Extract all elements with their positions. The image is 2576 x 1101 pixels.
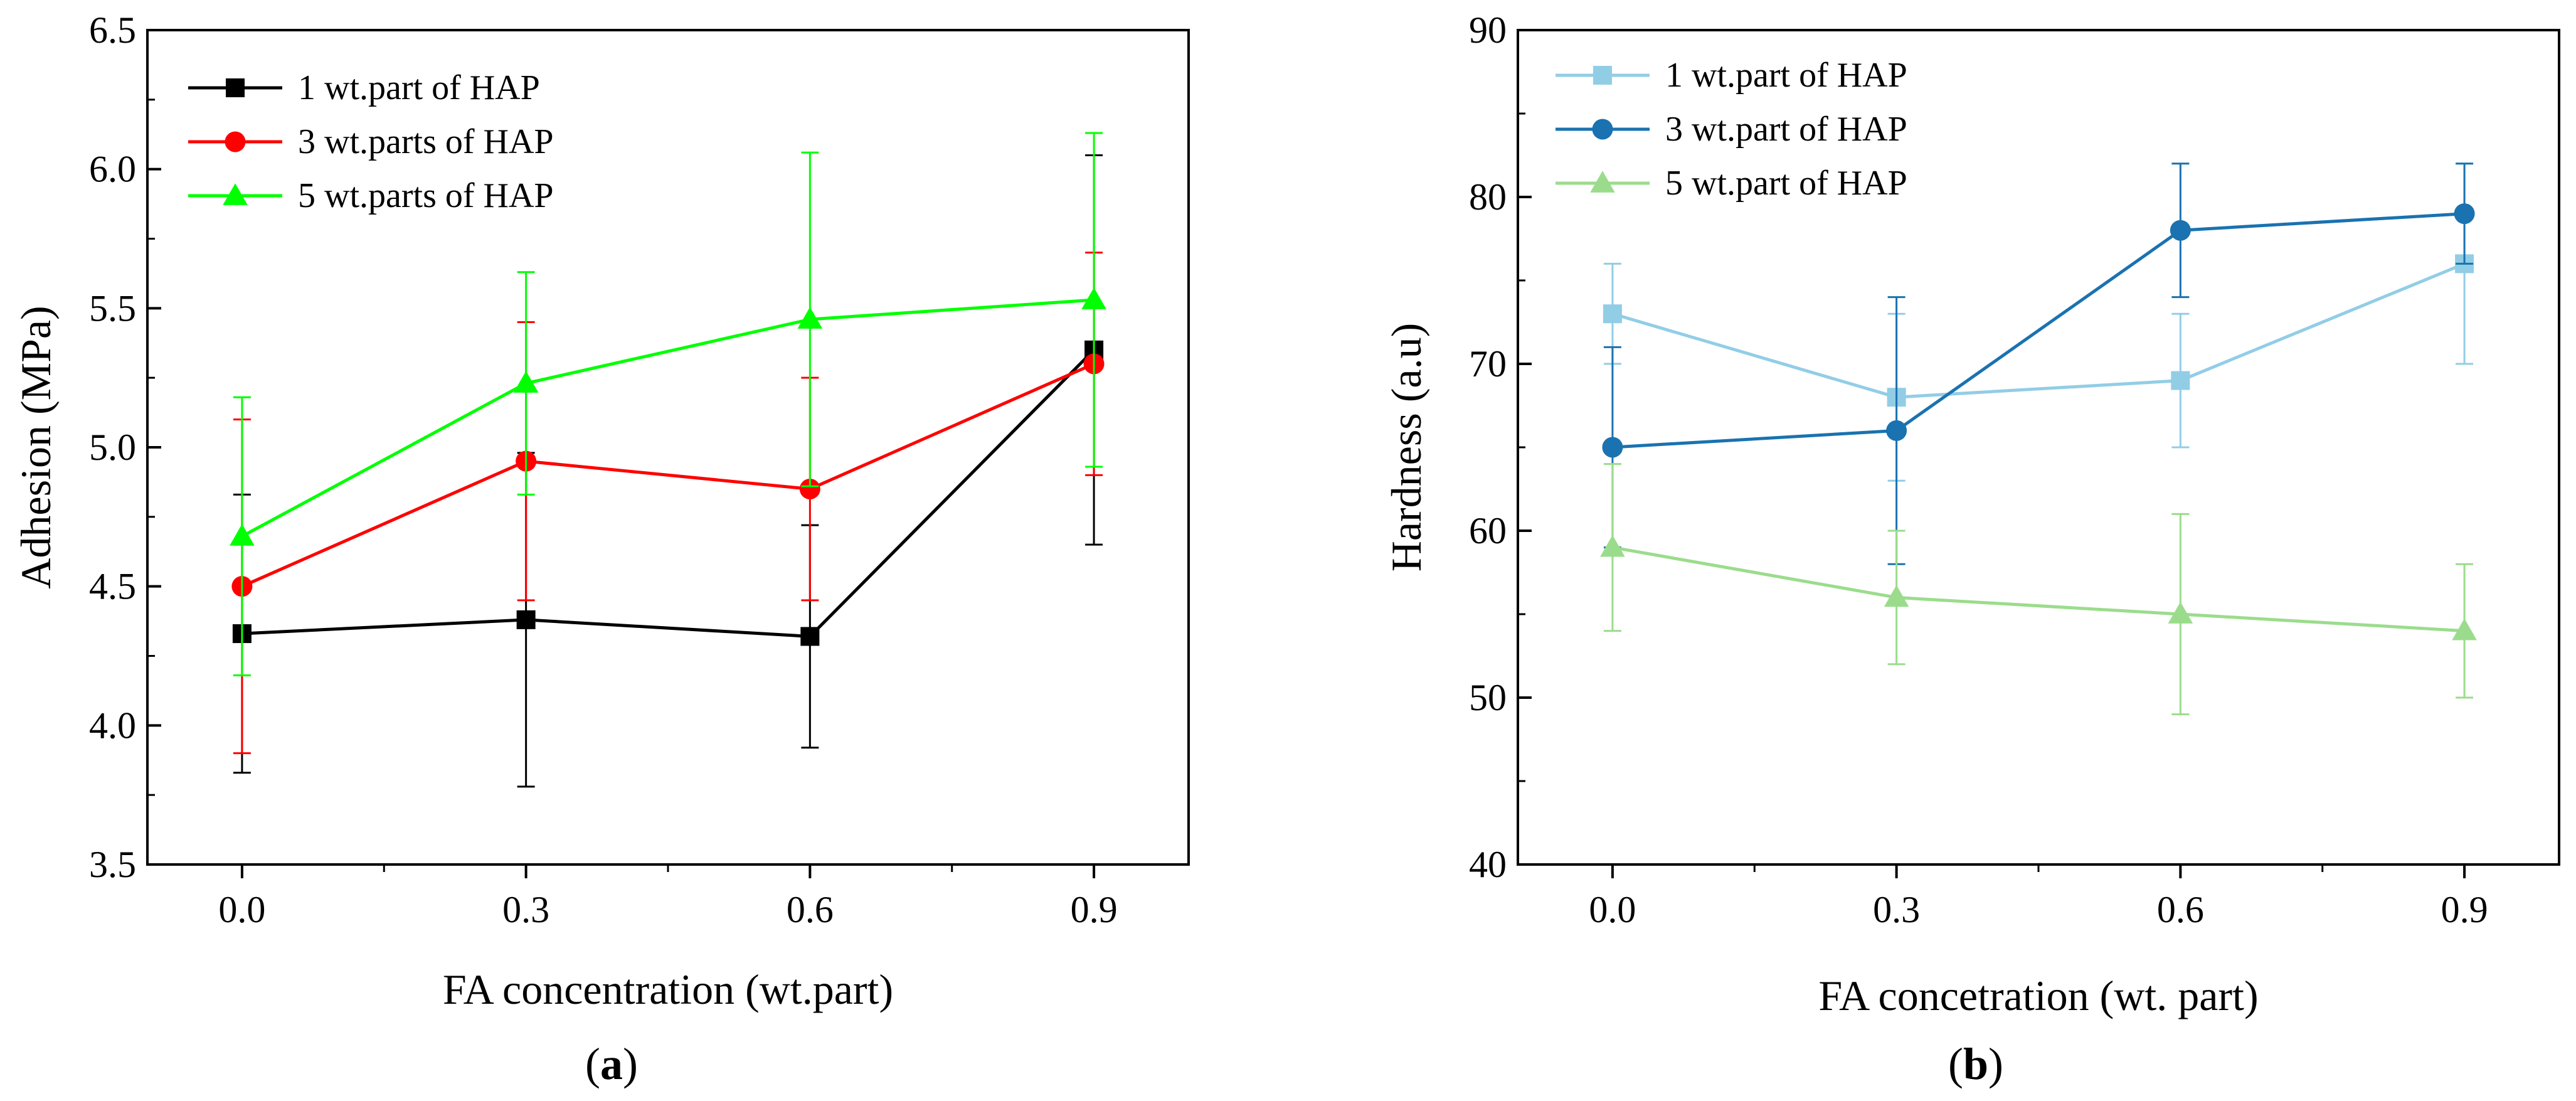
y-tick-label: 6.0 <box>89 149 136 190</box>
x-axis-title: FA concetration (wt. part) <box>1818 972 2258 1019</box>
y-tick-label: 3.5 <box>89 844 136 885</box>
x-tick-label: 0.6 <box>2157 889 2204 930</box>
legend-marker <box>1593 66 1612 85</box>
x-tick-label: 0.0 <box>1589 889 1636 930</box>
x-tick-label: 0.0 <box>218 889 265 930</box>
series-line <box>241 298 1095 538</box>
data-point-marker <box>1603 304 1622 324</box>
data-point-marker <box>1602 437 1623 458</box>
y-tick-label: 70 <box>1469 343 1507 385</box>
x-tick-label: 0.6 <box>787 889 834 930</box>
series-line <box>1612 546 2465 633</box>
data-point-marker <box>800 627 820 646</box>
panel-a: 3.5 4.0 4.5 5.0 5.5 6.0 6.5 0.0 0.3 0.6 0.9 FA conc… <box>12 9 1190 1089</box>
data-point-marker <box>2454 203 2475 225</box>
x-tick-label: 0.3 <box>502 889 549 930</box>
x-tick-label: 0.3 <box>1873 889 1920 930</box>
y-tick-label: 5.5 <box>89 287 136 329</box>
legend: 1 wt.part of HAP 3 wt.parts of HAP 5 wt.pa… <box>188 68 554 215</box>
legend-label: 5 wt.parts of HAP <box>298 176 554 215</box>
data-point-marker <box>2171 371 2190 390</box>
legend: 1 wt.part of HAP 3 wt.part of HAP 5 wt.par… <box>1556 56 1907 203</box>
legend-marker <box>226 78 245 97</box>
series-3 <box>1600 463 2477 716</box>
series-2 <box>1602 162 2475 565</box>
y-tick-label: 4.0 <box>89 705 136 746</box>
x-axis-title: FA concentration (wt.part) <box>443 965 893 1013</box>
panel-label: (a) <box>585 1039 638 1089</box>
y-tick-label: 60 <box>1469 510 1507 551</box>
y-tick-label: 6.5 <box>89 9 136 51</box>
series-line <box>1612 212 2465 449</box>
series-line <box>241 362 1095 588</box>
data-point-marker <box>2452 618 2477 641</box>
legend-label: 5 wt.part of HAP <box>1665 164 1907 203</box>
data-point-marker <box>1081 287 1106 309</box>
legend-label: 3 wt.parts of HAP <box>298 122 554 161</box>
data-point-marker <box>2170 220 2191 241</box>
y-tick-label: 50 <box>1469 677 1507 718</box>
panel-b: 40 50 60 70 80 90 0.0 0.3 0.6 0.9 FA concetration … <box>1382 9 2560 1089</box>
y-tick-label: 90 <box>1469 9 1507 51</box>
y-axis-title: Adhesion (MPa) <box>12 306 60 588</box>
series-1 <box>1603 162 2474 482</box>
y-tick-label: 80 <box>1469 176 1507 218</box>
data-point-marker <box>513 371 539 393</box>
y-tick-label: 4.5 <box>89 566 136 607</box>
data-point-marker <box>799 479 820 499</box>
legend-label: 3 wt.part of HAP <box>1665 110 1907 149</box>
series-2 <box>231 252 1105 755</box>
data-point-marker <box>1600 535 1625 557</box>
series-line <box>1612 262 2466 399</box>
legend-marker <box>225 131 246 152</box>
plot-frame <box>1517 29 2560 866</box>
y-axis-title: Hardness (a.u) <box>1382 323 1430 572</box>
data-point-marker <box>797 307 823 329</box>
x-tick-label: 0.9 <box>2441 889 2488 930</box>
legend-label: 1 wt.part of HAP <box>298 68 540 107</box>
x-tick-label: 0.9 <box>1071 889 1118 930</box>
data-point-marker <box>2168 602 2193 624</box>
data-point-marker <box>1886 420 1907 441</box>
panel-label: (b) <box>1948 1039 2003 1089</box>
series-3 <box>230 132 1106 677</box>
data-point-marker <box>1884 585 1909 607</box>
legend-label: 1 wt.part of HAP <box>1665 56 1907 95</box>
legend-marker <box>223 183 248 205</box>
legend-marker <box>1592 119 1613 140</box>
data-point-marker <box>230 524 255 546</box>
y-tick-label: 40 <box>1469 844 1507 885</box>
data-point-marker <box>516 610 536 629</box>
series-line <box>241 349 1095 639</box>
y-tick-label: 5.0 <box>89 427 136 468</box>
legend-marker <box>1590 171 1615 193</box>
